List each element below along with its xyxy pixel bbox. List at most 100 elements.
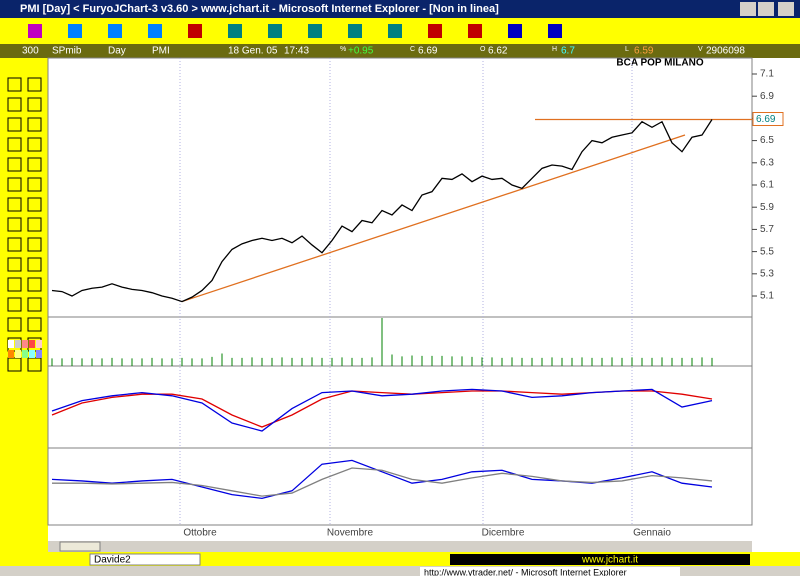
tool-icon[interactable]	[7, 297, 22, 312]
tool-icon[interactable]	[27, 257, 42, 272]
tool-icon[interactable]	[7, 157, 22, 172]
tool-icon[interactable]	[268, 24, 282, 38]
y-tick-label: 5.1	[760, 291, 774, 302]
tool-icon[interactable]	[27, 297, 42, 312]
title-bar	[0, 0, 800, 18]
taskbar	[0, 566, 800, 576]
tool-icon[interactable]	[7, 357, 22, 372]
y-tick-label: 5.9	[760, 202, 774, 213]
tool-icon[interactable]	[27, 317, 42, 332]
info: 6.7	[561, 46, 575, 57]
scroll-thumb[interactable]	[59, 541, 101, 552]
tool-icon[interactable]	[7, 97, 22, 112]
tool-icon[interactable]	[308, 24, 322, 38]
tool-icon[interactable]	[188, 24, 202, 38]
x-tick-label: Dicembre	[482, 528, 525, 539]
info: 6.69	[418, 46, 438, 57]
palette-swatch[interactable]	[8, 350, 14, 358]
palette-swatch[interactable]	[29, 340, 35, 348]
info: +0.95	[348, 46, 374, 57]
info: PMI	[152, 46, 170, 57]
y-tick-label: 6.3	[760, 157, 774, 168]
tool-icon[interactable]	[508, 24, 522, 38]
y-tick-label: 5.3	[760, 268, 774, 279]
x-tick-label: Ottobre	[183, 528, 217, 539]
palette-swatch[interactable]	[8, 340, 14, 348]
x-tick-label: Gennaio	[633, 528, 671, 539]
tool-icon[interactable]	[148, 24, 162, 38]
taskbar-item[interactable]	[420, 567, 680, 576]
series-line	[51, 388, 713, 432]
tool-icon[interactable]	[388, 24, 402, 38]
palette-swatch[interactable]	[15, 350, 21, 358]
tool-icon[interactable]	[7, 117, 22, 132]
minimize-button[interactable]	[740, 2, 756, 16]
tool-icon[interactable]	[27, 237, 42, 252]
tool-icon[interactable]	[228, 24, 242, 38]
tool-icon[interactable]	[548, 24, 562, 38]
info-texts: 300 SPmib Day PMI 18 Gen. 05 17:43 % +0.…	[22, 46, 745, 57]
user: Davide2	[94, 555, 131, 566]
info: SPmib	[52, 46, 82, 57]
tool-icon[interactable]	[27, 137, 42, 152]
tool-icon[interactable]	[7, 277, 22, 292]
tool-icon[interactable]	[28, 24, 42, 38]
tool-icon[interactable]	[27, 277, 42, 292]
palette-swatch[interactable]	[36, 340, 42, 348]
palette-swatch[interactable]	[15, 340, 21, 348]
drawing-tools	[7, 77, 42, 372]
palette-swatch[interactable]	[22, 350, 28, 358]
info-bar	[0, 44, 800, 58]
tool-icon[interactable]	[27, 217, 42, 232]
last-price: 6.69	[756, 114, 776, 125]
info: 2906098	[706, 46, 745, 57]
info: 17:43	[284, 46, 309, 57]
palette-swatch[interactable]	[36, 350, 42, 358]
tool-icon[interactable]	[7, 317, 22, 332]
series-line	[52, 467, 713, 497]
tool-icon[interactable]	[428, 24, 442, 38]
y-tick-label: 7.1	[760, 69, 774, 80]
tool-icon[interactable]	[7, 257, 22, 272]
palette-swatch[interactable]	[22, 340, 28, 348]
info-label: C	[410, 46, 415, 53]
tool-icon[interactable]	[7, 77, 22, 92]
taskbar-text: http://www.ytrader.net/ - Microsoft Inte…	[424, 567, 627, 576]
tool-icon[interactable]	[7, 237, 22, 252]
info-label: L	[625, 46, 629, 53]
y-tick-label: 5.5	[760, 246, 774, 257]
tool-icon[interactable]	[348, 24, 362, 38]
tool-icon[interactable]	[27, 117, 42, 132]
maximize-button[interactable]	[758, 2, 774, 16]
tool-icon[interactable]	[27, 97, 42, 112]
chart-title: BCA POP MILANO	[616, 58, 703, 69]
tool-icon[interactable]	[7, 137, 22, 152]
series-line	[51, 119, 713, 303]
plot-area	[47, 57, 753, 526]
tool-icon[interactable]	[468, 24, 482, 38]
scrollbar[interactable]	[48, 541, 752, 552]
user-box[interactable]	[89, 553, 201, 566]
info-label: V	[698, 46, 703, 53]
palette-swatch[interactable]	[29, 350, 35, 358]
window-title: PMI [Day] < FuryoJChart-3 v3.60 > www.jc…	[20, 3, 499, 15]
trend-line	[181, 134, 686, 303]
info-label: H	[552, 46, 557, 53]
toolbar-icons	[28, 24, 562, 38]
y-tick-label: 5.7	[760, 224, 774, 235]
close-button[interactable]	[778, 2, 794, 16]
site: www.jchart.it	[581, 555, 638, 566]
tool-icon[interactable]	[27, 197, 42, 212]
tool-icon[interactable]	[108, 24, 122, 38]
tool-icon[interactable]	[68, 24, 82, 38]
tool-icon[interactable]	[7, 217, 22, 232]
tool-icon[interactable]	[27, 77, 42, 92]
x-tick-label: Novembre	[327, 528, 374, 539]
tool-icon[interactable]	[27, 157, 42, 172]
info-label: %	[340, 46, 346, 53]
tool-icon[interactable]	[27, 177, 42, 192]
tool-icon[interactable]	[7, 177, 22, 192]
y-tick-label: 6.1	[760, 180, 774, 191]
info-label: O	[480, 46, 486, 53]
tool-icon[interactable]	[7, 197, 22, 212]
